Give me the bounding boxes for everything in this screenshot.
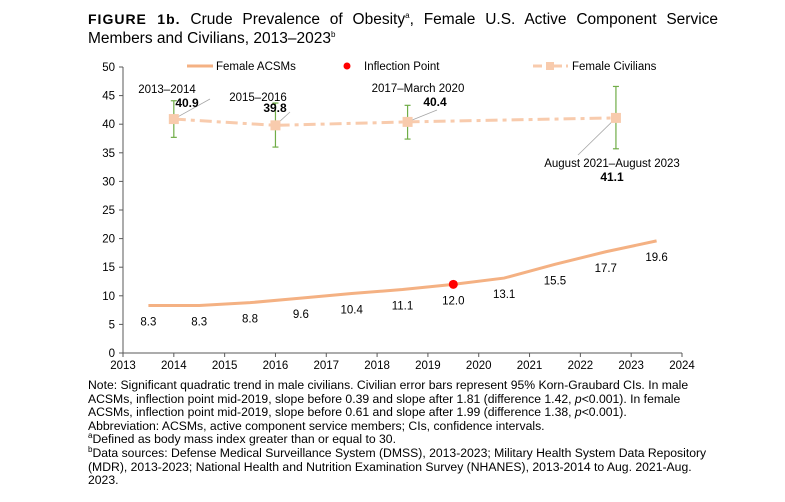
footnote-b: bData sources: Defense Medical Surveilla… <box>88 444 707 460</box>
x-tick-label: 2024 <box>669 360 695 372</box>
civilian-series-line <box>173 116 616 127</box>
x-tick-label: 2019 <box>415 360 441 372</box>
acsm-data-label: 8.8 <box>242 314 258 326</box>
title-sup-b: b <box>330 29 336 39</box>
civilian-period-label: August 2021–August 2023 <box>544 158 680 170</box>
y-tick-label: 45 <box>102 91 115 103</box>
x-tick-label: 2015 <box>212 360 238 372</box>
x-tick-label: 2017 <box>313 360 339 372</box>
civilian-period-label: 2017–March 2020 <box>372 83 465 95</box>
acsm-data-label: 8.3 <box>140 317 156 329</box>
acsm-data-label: 9.6 <box>293 309 309 321</box>
x-tick-label: 2021 <box>517 360 543 372</box>
y-tick-label: 40 <box>102 119 115 131</box>
chart-marks: 8.3 8.3 8.8 9.6 10.4 11.1 12.0 13.1 15.5 17.7 19.6… <box>138 83 680 329</box>
acsm-data-label: 19.6 <box>645 252 667 264</box>
legend-inflection-marker <box>343 62 351 70</box>
acsm-data-label: 15.5 <box>544 275 566 287</box>
axes: 2013 2014 2015 2016 2017 2018 2019 2020 2021 2022… <box>102 62 695 372</box>
legend-label: Female ACSMs <box>216 61 296 73</box>
x-tick-label: 2013 <box>110 360 136 372</box>
x-tick-label: 2023 <box>618 360 644 372</box>
civilian-period-label: 2015–2016 <box>229 92 287 104</box>
note-line: ACSMs, inflection point mid-2019, slope … <box>88 405 627 420</box>
x-tick-label: 2018 <box>364 360 390 372</box>
footnote-b-cont: (MDR), 2013-2023; National Health and Nu… <box>88 459 692 474</box>
acsm-data-label: 17.7 <box>595 263 617 275</box>
figure-notes: Note: Significant quadratic trend in mal… <box>88 378 728 488</box>
note-line: ACSMs, inflection point mid-2019, slope … <box>88 391 681 406</box>
figure-title: FIGURE 1b. Crude Prevalence of Obesitya,… <box>88 10 718 48</box>
civilian-data-label: 41.1 <box>600 170 624 184</box>
title-sup-a: a <box>405 10 410 20</box>
footnote-b-cont: 2023. <box>88 473 119 488</box>
civilian-data-label: 39.8 <box>263 101 287 115</box>
acsm-data-label: 10.4 <box>340 305 363 317</box>
note-line: Note: Significant quadratic trend in mal… <box>88 378 689 392</box>
legend: Female ACSMs Inflection Point Female Civil… <box>187 61 657 73</box>
x-tick-label: 2022 <box>568 360 594 372</box>
figure-label: FIGURE 1b. <box>88 11 181 27</box>
x-tick-label: 2016 <box>263 360 289 372</box>
acsm-data-label: 12.0 <box>442 295 464 307</box>
y-tick-label: 25 <box>102 205 115 217</box>
civilian-period-label: 2013–2014 <box>138 84 196 96</box>
civilian-data-marker <box>610 112 621 123</box>
civilian-data-marker <box>168 114 179 125</box>
abbreviation-line: Abbreviation: ACSMs, active component se… <box>88 418 545 433</box>
acsm-data-label: 13.1 <box>493 289 515 301</box>
x-tick-label: 2014 <box>161 360 187 372</box>
civilian-data-marker <box>270 120 281 131</box>
y-tick-label: 30 <box>102 176 115 188</box>
legend-civilian-marker <box>546 62 554 70</box>
annotation-leader-line <box>577 117 617 156</box>
y-tick-label: 50 <box>102 62 115 74</box>
y-tick-label: 20 <box>102 234 115 246</box>
legend-label: Inflection Point <box>364 61 440 73</box>
title-text-2: , Female U.S. Active Component Service M… <box>88 11 719 47</box>
y-tick-label: 5 <box>109 319 115 331</box>
legend-label: Female Civilians <box>572 61 657 73</box>
civilian-data-label: 40.4 <box>423 95 447 109</box>
y-tick-label: 15 <box>102 262 115 274</box>
footnote-a: aDefined as body mass index greater than… <box>88 431 396 447</box>
y-tick-label: 0 <box>109 348 115 360</box>
civilian-data-marker <box>402 116 413 127</box>
acsm-data-label: 8.3 <box>191 317 207 329</box>
acsm-data-label: 11.1 <box>392 301 414 313</box>
annotation-leader-line <box>173 98 211 120</box>
y-tick-label: 10 <box>102 291 115 303</box>
civilian-data-label: 40.9 <box>175 96 199 110</box>
inflection-point-marker <box>448 279 458 289</box>
acsm-series-line <box>148 239 657 308</box>
title-text: Crude Prevalence of Obesity <box>190 11 406 28</box>
x-tick-label: 2020 <box>466 360 492 372</box>
y-tick-label: 35 <box>102 148 115 160</box>
